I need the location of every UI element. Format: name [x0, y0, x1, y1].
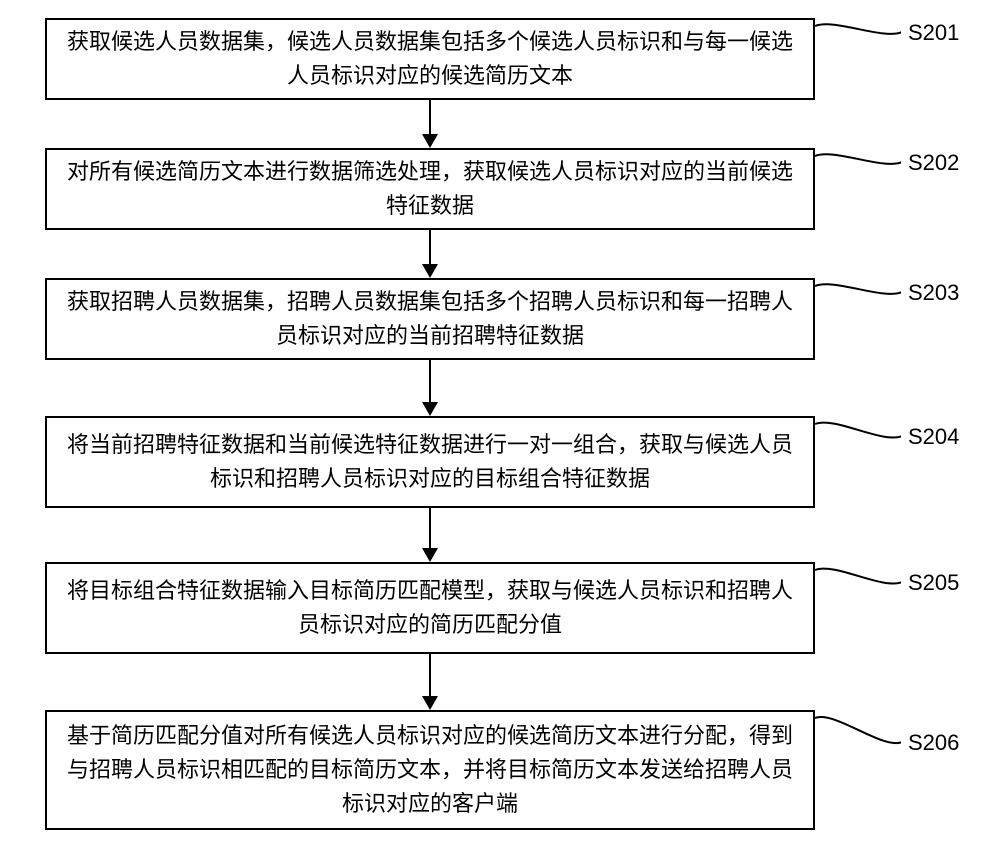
step-box-s203: 获取招聘人员数据集，招聘人员数据集包括多个招聘人员标识和每一招聘人员标识对应的当… [45, 278, 815, 360]
step-box-s202: 对所有候选简历文本进行数据筛选处理，获取候选人员标识对应的当前候选特征数据 [45, 148, 815, 230]
step-box-s204: 将当前招聘特征数据和当前候选特征数据进行一对一组合，获取与候选人员标识和招聘人员… [45, 416, 815, 508]
step-label-s205: S205 [908, 570, 959, 596]
arrow-down-icon [418, 654, 442, 710]
step-text: 获取候选人员数据集，候选人员数据集包括多个候选人员标识和与每一候选人员标识对应的… [65, 25, 795, 93]
step-box-s206: 基于简历匹配分值对所有候选人员标识对应的候选简历文本进行分配，得到与招聘人员标识… [45, 710, 815, 830]
arrow-down-icon [418, 230, 442, 278]
arrow-down-icon [418, 100, 442, 148]
step-label-s206: S206 [908, 730, 959, 756]
step-text: 基于简历匹配分值对所有候选人员标识对应的候选简历文本进行分配，得到与招聘人员标识… [65, 719, 795, 821]
arrow-down-icon [418, 360, 442, 416]
step-text: 将当前招聘特征数据和当前候选特征数据进行一对一组合，获取与候选人员标识和招聘人员… [65, 428, 795, 496]
arrow-down-icon [418, 508, 442, 562]
connector-s204 [811, 404, 901, 456]
step-text: 将目标组合特征数据输入目标简历匹配模型，获取与候选人员标识和招聘人员标识对应的简… [65, 574, 795, 642]
step-label-s204: S204 [908, 424, 959, 450]
connector-s206 [811, 698, 901, 762]
connector-s202 [811, 136, 901, 182]
connector-s205 [811, 550, 901, 602]
connector-s203 [811, 266, 901, 312]
step-text: 对所有候选简历文本进行数据筛选处理，获取候选人员标识对应的当前候选特征数据 [65, 155, 795, 223]
step-box-s201: 获取候选人员数据集，候选人员数据集包括多个候选人员标识和与每一候选人员标识对应的… [45, 18, 815, 100]
step-text: 获取招聘人员数据集，招聘人员数据集包括多个招聘人员标识和每一招聘人员标识对应的当… [65, 285, 795, 353]
step-box-s205: 将目标组合特征数据输入目标简历匹配模型，获取与候选人员标识和招聘人员标识对应的简… [45, 562, 815, 654]
flowchart-container: 获取候选人员数据集，候选人员数据集包括多个候选人员标识和与每一候选人员标识对应的… [0, 0, 1000, 860]
connector-s201 [811, 6, 901, 52]
step-label-s202: S202 [908, 150, 959, 176]
step-label-s203: S203 [908, 280, 959, 306]
step-label-s201: S201 [908, 20, 959, 46]
